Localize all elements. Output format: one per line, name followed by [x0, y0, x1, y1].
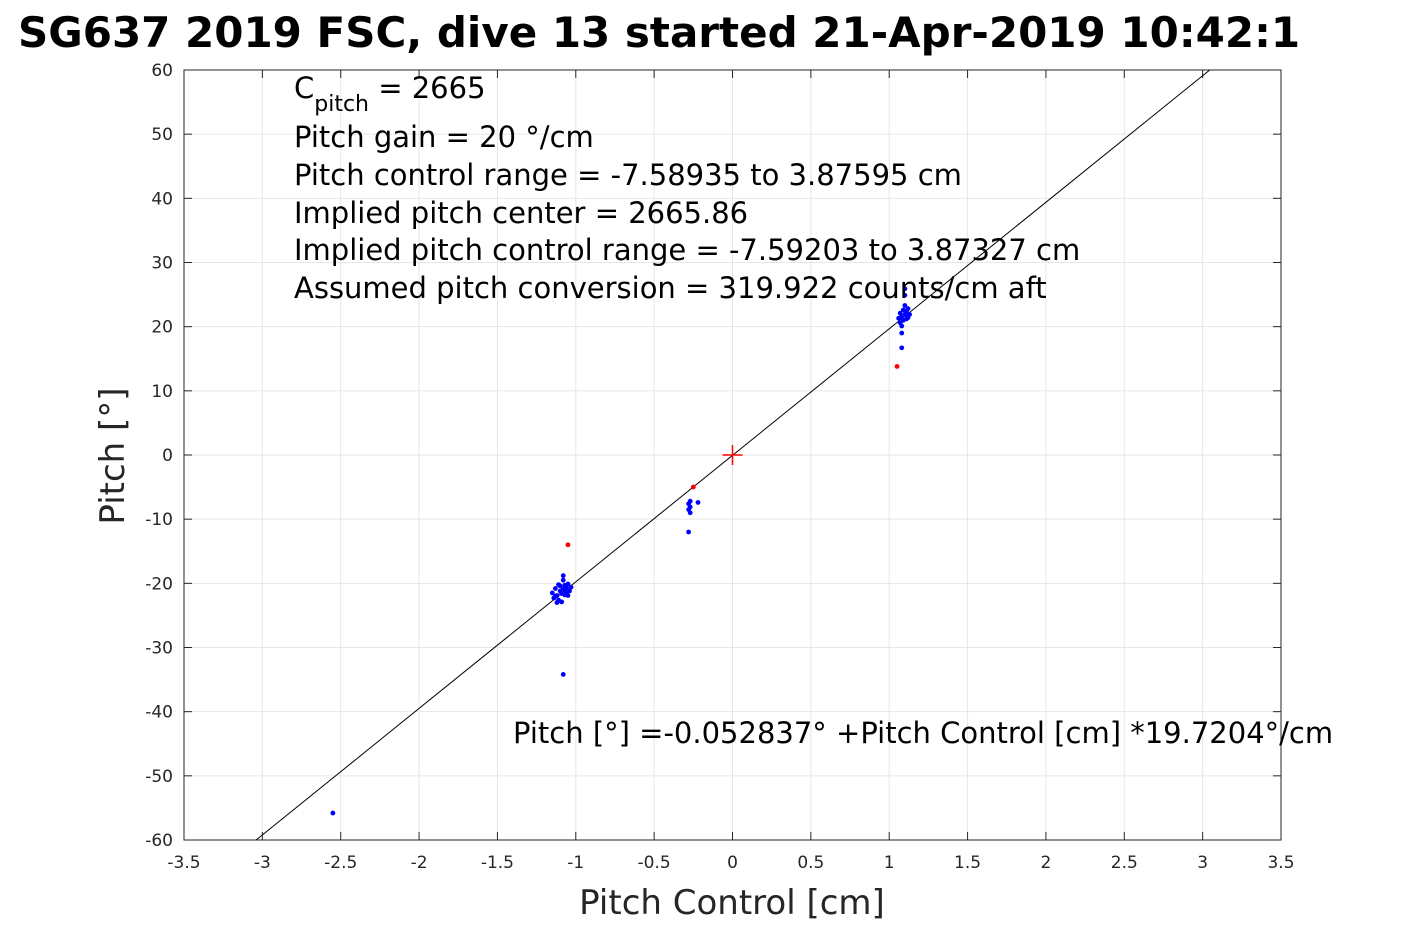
x-tick-label: 1.5: [954, 853, 981, 873]
x-tick-labels: -3.5 -3 -2.5 -2 -1.5 -1 -0.5 0 0.5 1 1.5 2 2.5 3 3.5: [167, 853, 1294, 873]
annotation-block: Cpitch = 2665 Pitch gain = 20 °/cm Pitch…: [294, 71, 1080, 305]
y-tick-label: -40: [145, 703, 173, 723]
y-tick-label: -10: [145, 510, 173, 530]
y-tick-label: 50: [151, 125, 173, 145]
x-tick-label: -2.5: [324, 853, 357, 873]
data-point: [568, 584, 574, 590]
x-axis-label: Pitch Control [cm]: [579, 883, 885, 923]
data-point: [902, 292, 908, 298]
y-tick-label: 40: [151, 189, 173, 209]
annotation-implied-center: Implied pitch center = 2665.86: [294, 196, 748, 230]
y-tick-label: -60: [145, 831, 173, 851]
x-tick-label: 2.5: [1111, 853, 1138, 873]
data-points: [330, 286, 912, 816]
x-tick-label: -0.5: [638, 853, 671, 873]
x-tick-label: 0.5: [797, 853, 824, 873]
y-axis-label: Pitch [°]: [93, 387, 133, 524]
annotation-control-range: Pitch control range = -7.58935 to 3.8759…: [294, 158, 962, 192]
c-pitch-main: C: [294, 71, 314, 105]
data-point: [560, 573, 566, 579]
y-tick-label: 20: [151, 318, 173, 338]
data-point: [330, 810, 336, 816]
data-point: [565, 542, 571, 548]
data-point: [556, 582, 561, 588]
x-tick-label: -1: [567, 853, 584, 873]
x-tick-label: -3.5: [167, 853, 200, 873]
y-tick-labels: 60 50 40 30 20 10 0 -10 -20 -30 -40 -50 -60: [145, 61, 173, 851]
y-tick-label: -30: [145, 639, 173, 659]
data-point: [902, 303, 908, 308]
data-point: [553, 593, 558, 599]
data-point: [690, 484, 696, 490]
x-tick-label: 2: [1041, 853, 1052, 873]
fit-equation: Pitch [°] =-0.052837° +Pitch Control [cm…: [513, 716, 1333, 750]
data-point: [687, 510, 693, 516]
data-point: [687, 498, 693, 504]
c-pitch-value: = 2665: [369, 71, 486, 105]
chart-title: SG637 2019 FSC, dive 13 started 21-Apr-2…: [18, 8, 1300, 57]
data-point: [549, 590, 555, 596]
x-tick-label: -3: [254, 853, 271, 873]
data-point: [899, 330, 905, 336]
x-tick-label: 1: [884, 853, 895, 873]
c-pitch-subscript: pitch: [314, 92, 369, 117]
data-point: [565, 593, 571, 598]
data-point: [565, 581, 571, 587]
grid-lines: [183, 69, 1282, 841]
data-point: [902, 286, 908, 292]
y-tick-label: 30: [151, 254, 173, 274]
data-point: [560, 672, 566, 677]
annotation-implied-range: Implied pitch control range = -7.59203 t…: [294, 233, 1080, 267]
center-marker: [722, 445, 743, 465]
data-point: [559, 599, 565, 605]
x-tick-label: -1.5: [481, 853, 514, 873]
data-point: [567, 588, 572, 594]
annotation-conversion: Assumed pitch conversion = 319.922 count…: [294, 271, 1047, 305]
x-tick-label: -2: [411, 853, 428, 873]
y-tick-label: 60: [151, 61, 173, 81]
data-point: [907, 312, 912, 317]
data-point: [687, 504, 693, 510]
y-tick-label: 0: [162, 446, 173, 466]
data-point: [899, 345, 905, 351]
data-point: [894, 364, 900, 369]
y-tick-label: -20: [145, 574, 173, 594]
annotation-pitch-gain: Pitch gain = 20 °/cm: [294, 120, 594, 154]
y-tick-label: 10: [151, 382, 173, 402]
tick-marks: [183, 69, 1282, 841]
x-tick-label: 3: [1197, 853, 1208, 873]
x-tick-label: 0: [727, 853, 738, 873]
data-point: [899, 323, 905, 329]
data-point: [563, 585, 569, 591]
data-point: [905, 306, 911, 312]
data-point: [560, 577, 566, 583]
data-point: [686, 529, 692, 535]
annotation-c-pitch: Cpitch = 2665: [294, 71, 486, 117]
x-tick-label: 3.5: [1267, 853, 1294, 873]
data-point: [553, 586, 558, 591]
y-tick-label: -50: [145, 767, 173, 787]
data-point: [695, 500, 701, 505]
